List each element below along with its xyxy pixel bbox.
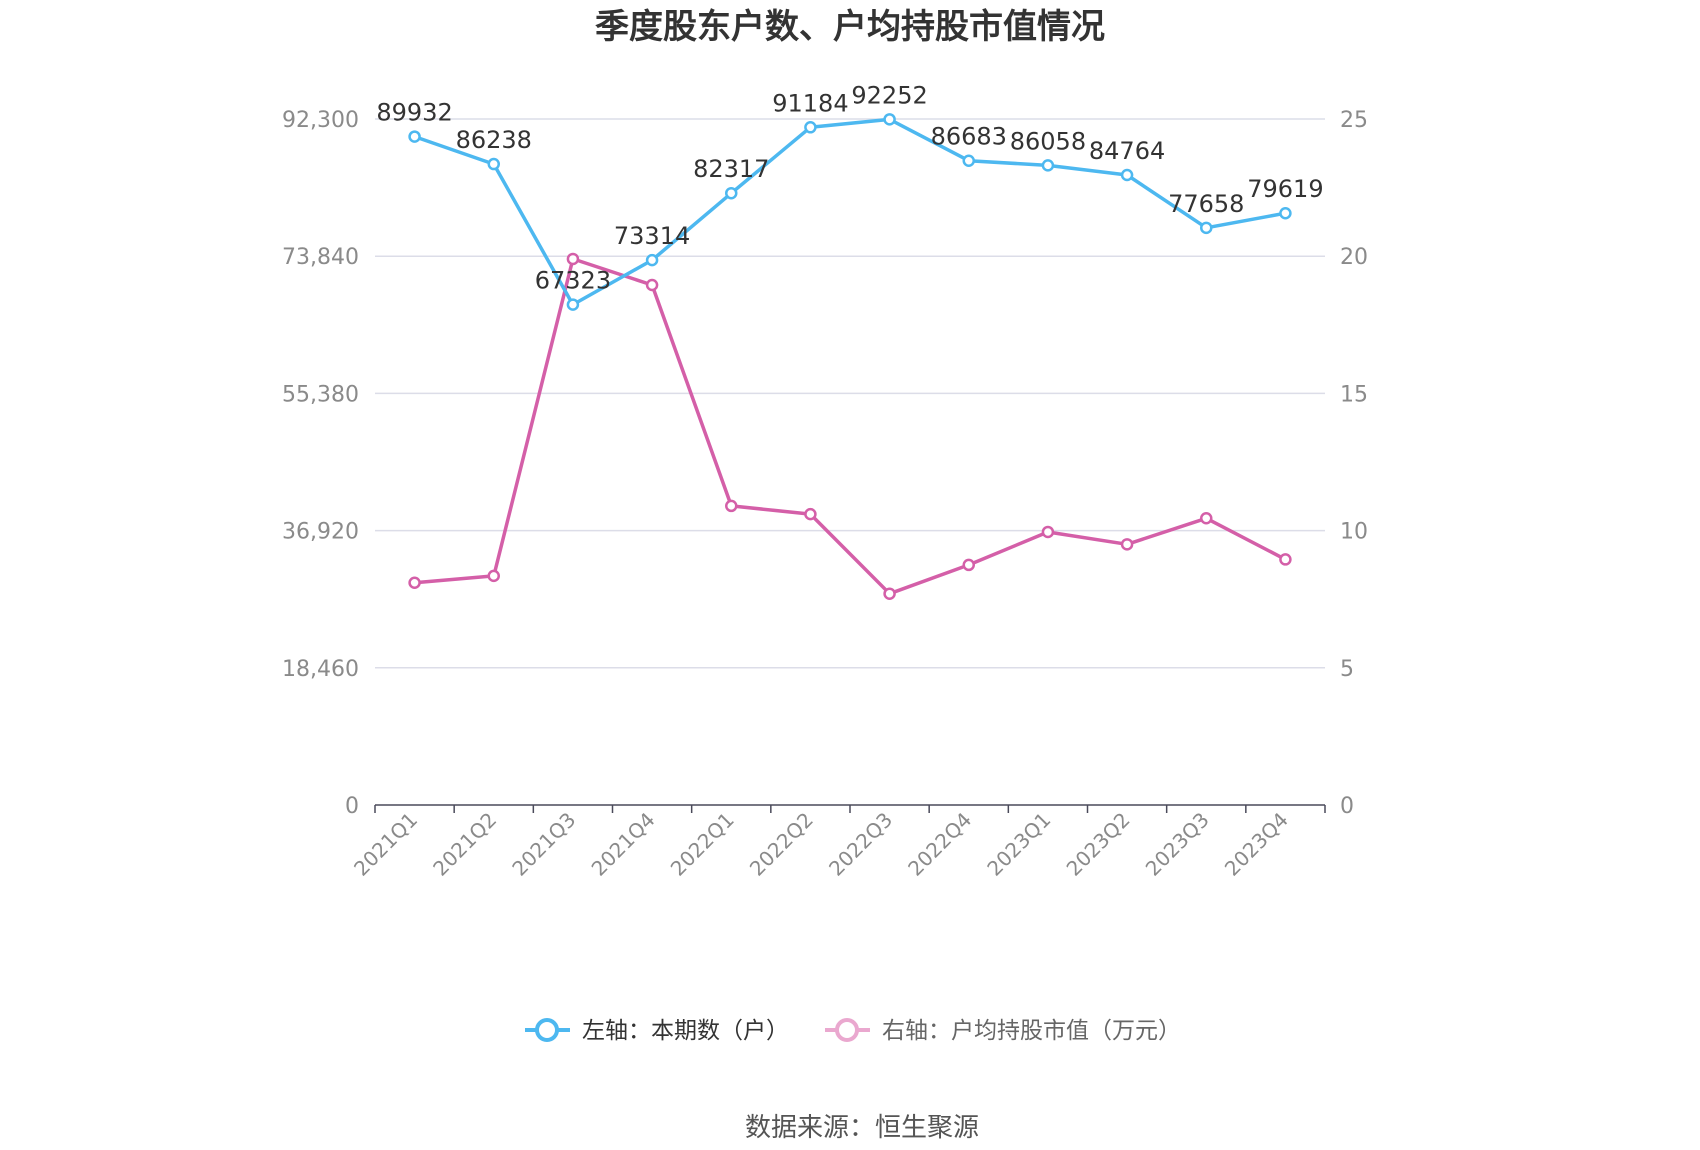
x-axis-tick-label: 2023Q1 <box>982 808 1055 881</box>
data-label-left: 92252 <box>851 81 927 109</box>
data-point-left <box>566 298 580 311</box>
x-axis-tick-label: 2021Q4 <box>587 808 660 881</box>
data-label-left: 86058 <box>1010 127 1086 155</box>
data-point-left <box>1120 168 1134 182</box>
right-axis-tick-label: 20 <box>1340 245 1368 270</box>
data-point-right <box>804 507 817 521</box>
legend-label-left: 左轴：本期数（户） <box>582 1018 789 1044</box>
x-axis-tick-label: 2022Q4 <box>903 808 976 881</box>
data-point-right <box>1120 538 1134 551</box>
x-axis-tick-label: 2023Q2 <box>1062 808 1135 881</box>
data-point-right <box>883 587 896 600</box>
data-point-left <box>962 154 975 167</box>
data-label-left: 79619 <box>1247 175 1323 203</box>
right-axis-tick-label: 5 <box>1340 657 1354 682</box>
data-label-left: 73314 <box>614 222 690 250</box>
right-axis-tick-label: 0 <box>1340 794 1354 819</box>
x-axis-tick-label: 2023Q4 <box>1220 808 1293 881</box>
series-line-left <box>414 117 1286 307</box>
x-axis-tick-label: 2021Q2 <box>428 808 501 881</box>
left-axis-tick-label: 73,840 <box>282 245 359 270</box>
left-axis-tick-label: 18,460 <box>282 657 359 682</box>
data-label-left: 86683 <box>931 123 1007 151</box>
legend-item-left-series[interactable]: 左轴：本期数（户） <box>525 1018 789 1044</box>
left-axis-tick-label: 36,920 <box>282 520 359 545</box>
data-label-left: 67323 <box>535 267 611 295</box>
chart-title: 季度股东户数、户均持股市值情况 <box>595 7 1105 47</box>
data-point-left <box>487 157 500 171</box>
x-axis-tick-label: 2023Q3 <box>1141 808 1214 881</box>
right-axis-tick-label: 10 <box>1340 520 1368 545</box>
data-point-left <box>1041 159 1055 172</box>
data-point-left <box>725 186 738 200</box>
left-axis-tick-label: 55,380 <box>282 382 359 407</box>
data-label-left: 91184 <box>772 89 848 117</box>
series-lines <box>414 117 1287 596</box>
data-point-right <box>408 576 421 589</box>
x-axis: 2021Q1 2021Q2 2021Q3 2021Q4 2022Q1 2022Q2 2022… <box>349 804 1326 881</box>
data-point-right <box>1279 553 1292 566</box>
legend-marker-circle-left <box>535 1018 559 1042</box>
data-point-left <box>804 121 817 134</box>
data-point-left <box>408 130 421 143</box>
series-points <box>408 113 1292 600</box>
legend[interactable]: 左轴：本期数（户） 右轴：户均持股市值（万元） <box>525 1018 1181 1044</box>
data-point-right <box>487 569 500 583</box>
data-point-right <box>1041 525 1055 539</box>
legend-label-right: 右轴：户均持股市值（万元） <box>882 1018 1181 1044</box>
x-axis-tick-label: 2021Q3 <box>507 808 580 881</box>
source-note: 数据来源：恒生聚源 <box>745 1113 979 1143</box>
x-axis-tick-label: 2022Q2 <box>745 808 818 881</box>
right-axis-tick-label: 15 <box>1340 382 1368 407</box>
legend-marker-circle-right <box>835 1018 859 1042</box>
data-label-left: 77658 <box>1168 190 1244 218</box>
x-axis-tick-label: 2022Q3 <box>824 808 897 881</box>
data-label-left: 89932 <box>376 99 452 127</box>
data-label-left: 86238 <box>456 126 532 154</box>
right-axis-tick-label: 25 <box>1340 108 1368 133</box>
data-point-left <box>645 253 659 267</box>
data-point-right <box>645 278 659 292</box>
right-axis-ticks: 0 5 10 15 20 25 <box>1340 108 1368 819</box>
data-point-right <box>962 558 975 572</box>
data-label-left: 82317 <box>693 155 769 183</box>
x-axis-tick-label: 2022Q1 <box>666 808 739 881</box>
data-point-left <box>1279 206 1292 220</box>
left-axis-tick-label: 0 <box>345 794 359 819</box>
series-line-right <box>414 257 1287 596</box>
data-point-right <box>725 499 738 513</box>
left-axis-ticks: 0 18,460 36,920 55,380 73,840 92,300 <box>282 108 359 819</box>
data-point-right <box>1200 512 1213 525</box>
data-point-left <box>883 113 896 126</box>
legend-item-right-series[interactable]: 右轴：户均持股市值（万元） <box>825 1018 1181 1044</box>
left-axis-tick-label: 92,300 <box>282 108 359 133</box>
x-axis-tick-label: 2021Q1 <box>349 808 422 881</box>
data-label-left: 84764 <box>1089 137 1165 165</box>
data-point-left <box>1200 221 1213 235</box>
data-point-right <box>566 252 580 266</box>
